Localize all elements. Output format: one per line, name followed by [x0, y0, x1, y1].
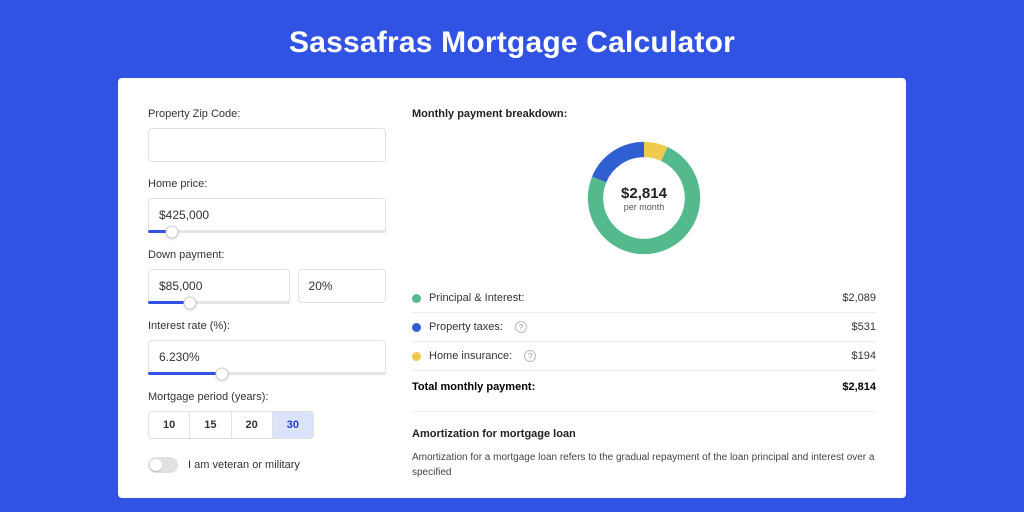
interest-input[interactable]	[148, 340, 386, 374]
down-payment-input[interactable]	[148, 269, 290, 303]
veteran-label: I am veteran or military	[188, 459, 300, 471]
legend-dot	[412, 294, 421, 303]
interest-field: Interest rate (%):	[148, 320, 386, 375]
donut-sub: per month	[624, 202, 665, 212]
down-payment-field: Down payment:	[148, 249, 386, 304]
home-price-input[interactable]	[148, 198, 386, 232]
period-option-15[interactable]: 15	[190, 412, 231, 438]
home-price-slider[interactable]	[148, 230, 386, 233]
total-row: Total monthly payment: $2,814	[412, 371, 876, 407]
zip-label: Property Zip Code:	[148, 108, 386, 120]
period-option-20[interactable]: 20	[232, 412, 273, 438]
slider-thumb[interactable]	[215, 367, 228, 380]
amortization-heading: Amortization for mortgage loan	[412, 411, 876, 440]
slider-thumb[interactable]	[184, 296, 197, 309]
veteran-toggle[interactable]	[148, 457, 178, 473]
legend-row: Property taxes:? $531	[412, 313, 876, 342]
interest-label: Interest rate (%):	[148, 320, 386, 332]
help-icon[interactable]: ?	[515, 321, 527, 333]
breakdown-title: Monthly payment breakdown:	[412, 108, 876, 120]
zip-field: Property Zip Code:	[148, 108, 386, 162]
period-option-10[interactable]: 10	[149, 412, 190, 438]
help-icon[interactable]: ?	[524, 350, 536, 362]
zip-input[interactable]	[148, 128, 386, 162]
breakdown-panel: Monthly payment breakdown: $2,814 per mo…	[412, 108, 876, 498]
veteran-row: I am veteran or military	[148, 457, 386, 473]
home-price-label: Home price:	[148, 178, 386, 190]
legend-value: $531	[852, 321, 876, 333]
down-payment-pct-input[interactable]	[298, 269, 386, 303]
legend-row: Principal & Interest: $2,089	[412, 284, 876, 313]
donut-chart: $2,814 per month	[412, 134, 876, 262]
legend: Principal & Interest: $2,089 Property taxe…	[412, 284, 876, 371]
donut-value: $2,814	[621, 185, 667, 202]
legend-value: $194	[852, 350, 876, 362]
period-label: Mortgage period (years):	[148, 391, 386, 403]
period-field: Mortgage period (years): 10152030	[148, 391, 386, 439]
legend-dot	[412, 323, 421, 332]
down-payment-slider[interactable]	[148, 301, 290, 304]
legend-dot	[412, 352, 421, 361]
form-panel: Property Zip Code: Home price: Down paym…	[148, 108, 386, 498]
home-price-field: Home price:	[148, 178, 386, 233]
calculator-card: Property Zip Code: Home price: Down paym…	[118, 78, 906, 498]
period-option-30[interactable]: 30	[273, 412, 313, 438]
legend-label: Property taxes:	[429, 321, 503, 333]
total-value: $2,814	[842, 381, 876, 393]
slider-thumb[interactable]	[165, 225, 178, 238]
interest-slider[interactable]	[148, 372, 386, 375]
down-payment-label: Down payment:	[148, 249, 386, 261]
period-group: 10152030	[148, 411, 314, 439]
legend-label: Home insurance:	[429, 350, 512, 362]
amortization-body: Amortization for a mortgage loan refers …	[412, 450, 876, 480]
legend-value: $2,089	[842, 292, 876, 304]
legend-label: Principal & Interest:	[429, 292, 524, 304]
total-label: Total monthly payment:	[412, 381, 535, 393]
legend-row: Home insurance:? $194	[412, 342, 876, 371]
page-title: Sassafras Mortgage Calculator	[0, 0, 1024, 78]
